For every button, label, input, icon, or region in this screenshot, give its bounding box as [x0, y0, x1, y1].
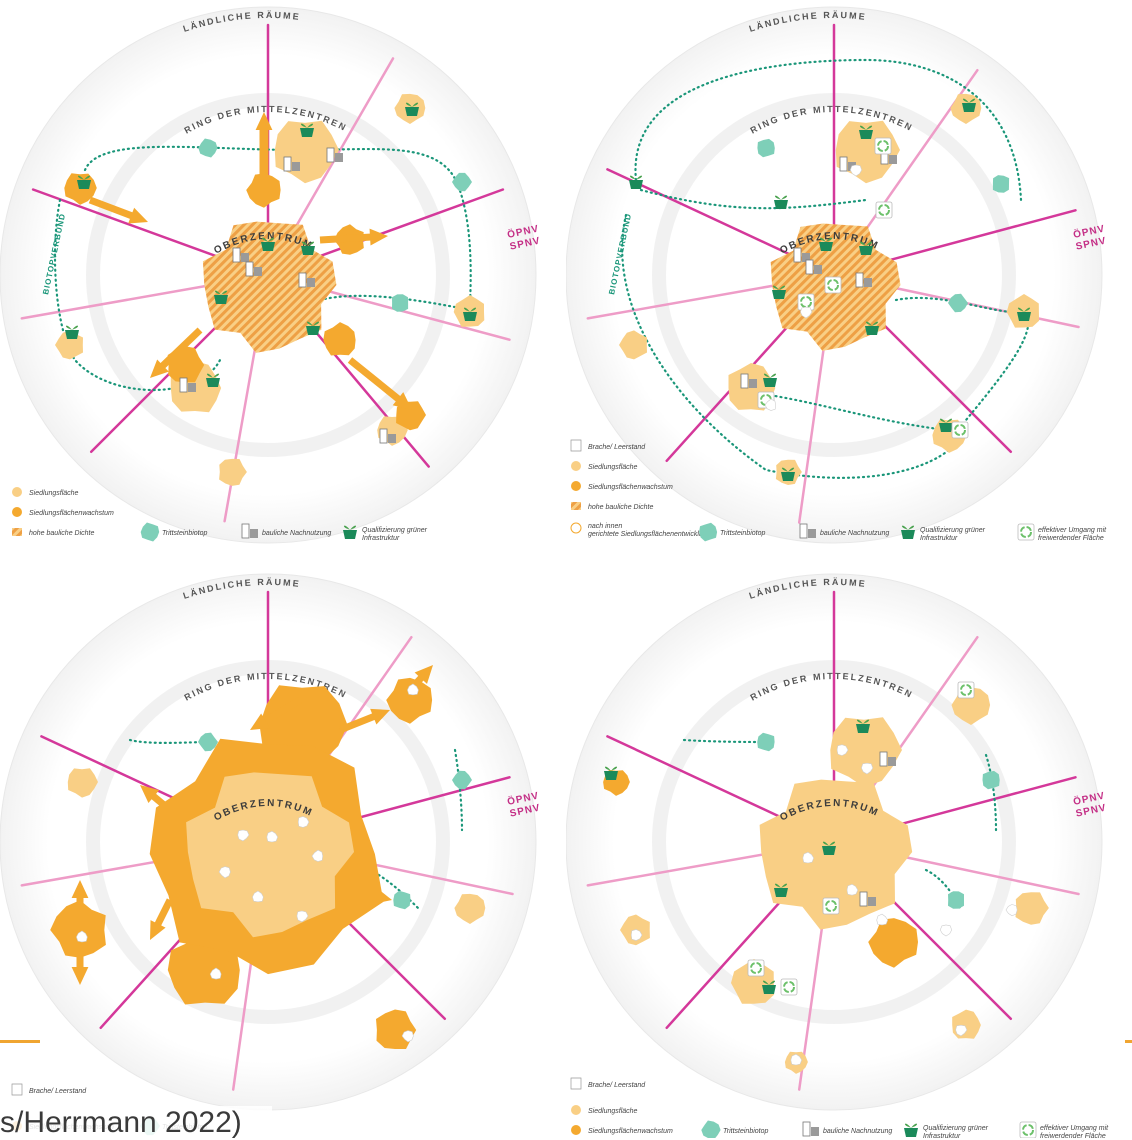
recycle-icon — [958, 682, 974, 698]
orange-rule-right — [1125, 1040, 1132, 1043]
legend-label: effektiver Umgang mit freiwerdender Fläch… — [1038, 527, 1107, 542]
hatch-icon — [12, 528, 22, 536]
legend-label: Brache/ Leerstand — [29, 1088, 87, 1095]
legend-label: hohe bauliche Dichte — [588, 504, 653, 511]
recycle-icon — [781, 979, 797, 995]
legend-label: Brache/ Leerstand — [588, 1082, 646, 1089]
legend-label: hohe bauliche Dichte — [29, 530, 94, 537]
growth-dot-icon — [12, 507, 22, 517]
biotope-icon — [701, 1121, 720, 1139]
legend-label: nach innen gerichtete Siedlungsflächenent… — [588, 523, 711, 538]
biotope-icon — [757, 139, 774, 157]
plant-icon — [904, 1124, 918, 1137]
recycle-icon — [1020, 1122, 1036, 1138]
settlement-dot-icon — [571, 1105, 581, 1115]
recycle-icon — [1018, 524, 1034, 540]
hatch-icon — [571, 502, 581, 510]
scenario-panel-bottom-left: LÄNDLICHE RÄUME RING DER MITTELZENTREN ÖPN… — [0, 570, 566, 1138]
orange-rule-left — [0, 1040, 40, 1043]
legend-label: effektiver Umgang mit freiwerdender Fläch… — [1040, 1125, 1109, 1138]
legend-label: Siedlungsfläche — [29, 490, 79, 497]
recycle-icon — [825, 277, 841, 293]
legend-label: Siedlungsfläche — [588, 1108, 638, 1115]
inward-ring-icon — [571, 523, 581, 533]
settlement-dot-icon — [12, 487, 22, 497]
building-icon — [803, 1122, 819, 1136]
recycle-icon — [748, 960, 764, 976]
legend-label: bauliche Nachnutzung — [262, 530, 331, 537]
legend-label: Trittsteinbiotop — [720, 530, 765, 537]
biotope-icon — [948, 891, 964, 908]
growth-dot-icon — [571, 1125, 581, 1135]
recycle-icon — [876, 202, 892, 218]
legend-label: Siedlungsflächenwachstum — [588, 1128, 673, 1135]
settlement-dot-icon — [571, 461, 581, 471]
legend-label: bauliche Nachnutzung — [823, 1128, 892, 1135]
legend-label: Siedlungsflächenwachstum — [588, 484, 673, 491]
biotope-icon — [993, 175, 1009, 193]
biotope-icon — [393, 891, 410, 910]
legend-label: bauliche Nachnutzung — [820, 530, 889, 537]
legend-label: Siedlungsflächenwachstum — [29, 510, 114, 517]
biotope-icon — [757, 733, 774, 752]
caption-text: s/Herrmann 2022) — [0, 1106, 272, 1140]
legend-label: Trittsteinbiotop — [162, 530, 207, 537]
recycle-icon — [952, 422, 968, 438]
brownfield-icon — [571, 1078, 581, 1089]
scenario-panel-bottom-right: LÄNDLICHE RÄUME RING DER MITTELZENTREN ÖPN… — [566, 570, 1132, 1138]
legend-label: Qualifizierung grüner Infrastruktur — [920, 527, 986, 542]
biotope-icon — [699, 523, 717, 542]
biotope-icon — [141, 523, 160, 542]
scenario-panel-top-right: LÄNDLICHE RÄUME RING DER MITTELZENTREN ÖPN… — [566, 0, 1132, 560]
legend-label: Brache/ Leerstand — [588, 444, 646, 451]
scenario-panel-top-left: LÄNDLICHE RÄUME RING DER MITTELZENTREN ÖPN… — [0, 0, 566, 560]
brownfield-icon — [12, 1084, 22, 1095]
growth-arrow — [320, 237, 378, 240]
recycle-icon — [875, 138, 891, 154]
legend-label: Qualifizierung grüner Infrastruktur — [362, 527, 428, 542]
legend-label: Qualifizierung grüner Infrastruktur — [923, 1125, 989, 1138]
brownfield-icon — [571, 440, 581, 451]
biotope-icon — [983, 771, 1000, 789]
legend-label: Trittsteinbiotop — [723, 1128, 768, 1135]
growth-dot-icon — [571, 481, 581, 491]
biotope-icon — [392, 294, 408, 312]
legend-label: Siedlungsfläche — [588, 464, 638, 471]
recycle-icon — [823, 898, 839, 914]
